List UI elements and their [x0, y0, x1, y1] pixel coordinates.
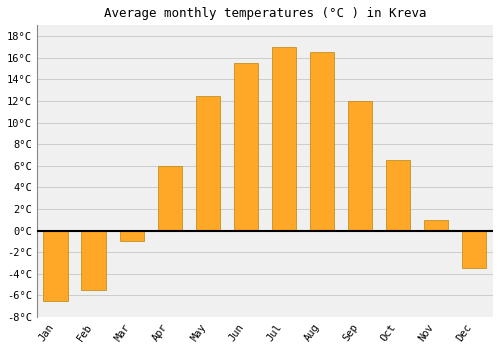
Bar [234, 63, 258, 231]
Bar [158, 166, 182, 231]
Bar [310, 52, 334, 231]
Bar [120, 231, 144, 241]
Bar [348, 101, 372, 231]
Bar [196, 96, 220, 231]
Bar [44, 231, 68, 301]
Bar [424, 220, 448, 231]
Bar [272, 47, 296, 231]
Bar [386, 160, 410, 231]
Bar [462, 231, 486, 268]
Bar [82, 231, 106, 290]
Title: Average monthly temperatures (°C ) in Kreva: Average monthly temperatures (°C ) in Kr… [104, 7, 426, 20]
